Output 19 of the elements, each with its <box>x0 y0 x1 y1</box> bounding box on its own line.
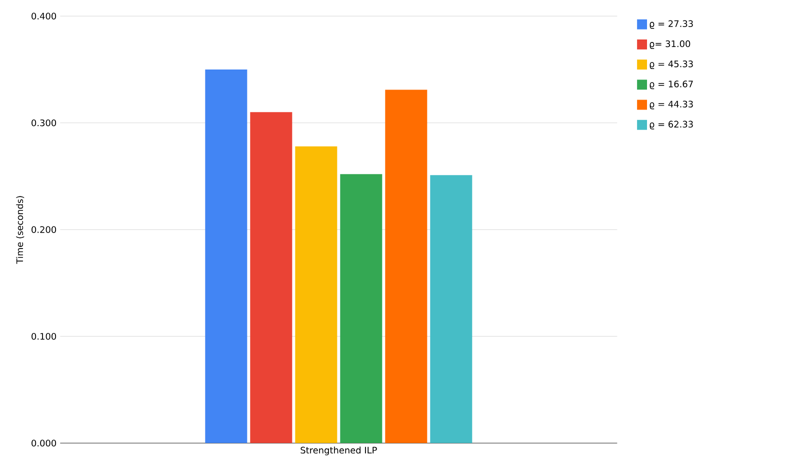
y-tick-label: 0.300 <box>32 119 56 126</box>
y-tick-label: 0.100 <box>32 332 56 340</box>
y-tick-label: 0.200 <box>32 226 56 233</box>
y-axis-title: Time (seconds) <box>16 196 24 264</box>
bar <box>295 146 338 444</box>
y-tick-label: 0.000 <box>32 440 56 446</box>
y-tick-label: 0.400 <box>32 12 56 20</box>
legend-label: ϱ= 31.00 <box>650 40 690 49</box>
legend-label: ϱ = 16.67 <box>650 80 693 90</box>
bar <box>430 175 472 444</box>
bar <box>385 90 428 444</box>
x-tick-label: Strengthened ILP <box>300 446 377 456</box>
bar <box>205 69 248 444</box>
legend-label: ϱ = 27.33 <box>650 20 693 29</box>
legend-label: ϱ = 44.33 <box>650 100 693 110</box>
legend-label: ϱ = 62.33 <box>650 120 693 130</box>
legend-label: ϱ = 45.33 <box>650 60 693 69</box>
bar <box>340 174 382 444</box>
bar <box>250 112 292 444</box>
